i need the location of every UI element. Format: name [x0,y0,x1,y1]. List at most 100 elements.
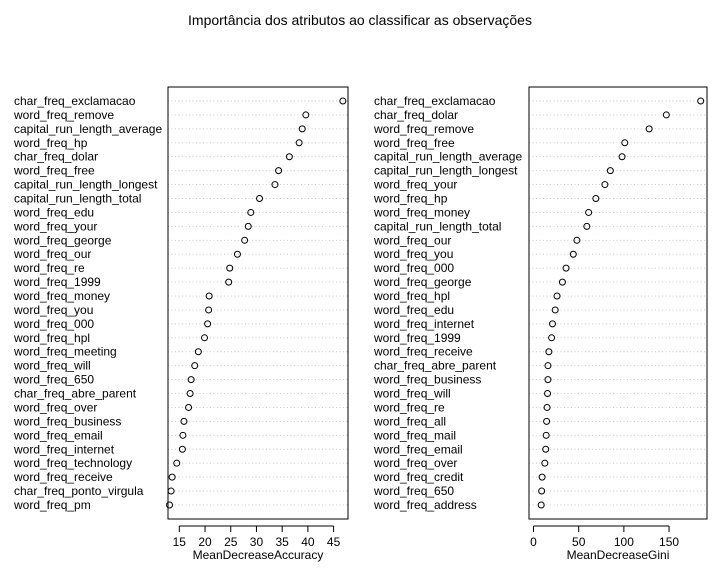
data-point [185,403,193,411]
row-label: capital_run_length_longest [374,164,518,178]
data-point [585,208,593,216]
data-point [544,362,552,370]
data-point [551,306,559,314]
data-point [548,320,556,328]
x-tick-label: 30 [250,535,264,549]
data-point [194,348,202,356]
row-label: word_freq_will [373,387,451,401]
data-point [302,111,310,119]
row-label: word_freq_hpl [373,289,450,303]
row-label: word_freq_address [373,498,477,512]
data-point [256,195,264,203]
row-label: word_freq_1999 [373,331,461,345]
data-point [166,501,174,509]
row-label: word_freq_free [13,164,95,178]
row-label: word_freq_meeting [13,345,117,359]
plot-frame [528,86,708,520]
data-point [191,362,199,370]
row-label: word_freq_internet [373,317,475,331]
data-point [543,417,551,425]
row-label: capital_run_length_longest [14,178,158,192]
row-label: word_freq_remove [13,108,114,122]
x-axis-title: MeanDecreaseAccuracy [193,548,324,562]
data-point [618,153,626,161]
x-tick-label: 15 [173,535,187,549]
data-point [544,376,552,384]
row-label: word_freq_pm [13,498,91,512]
data-point [204,320,212,328]
row-label: word_freq_email [13,428,103,442]
data-point [244,222,252,230]
data-point [241,236,249,244]
row-label: char_freq_ponto_virgula [14,484,144,498]
row-label: char_freq_exclamacao [374,94,496,108]
panel-mean-decrease-accuracy: char_freq_exclamacaoword_freq_removecapi… [13,86,349,562]
row-label: word_freq_george [13,233,112,247]
row-label: char_freq_abre_parent [374,359,497,373]
x-tick-label: 50 [572,535,586,549]
x-tick-label: 25 [224,535,238,549]
data-point [645,125,653,133]
row-label: word_freq_receive [373,345,473,359]
row-label: word_freq_all [373,414,446,428]
row-label: word_freq_edu [13,205,94,219]
data-point [233,250,241,258]
data-point [201,334,209,342]
row-label: word_freq_you [373,247,453,261]
row-label: word_freq_hp [13,136,88,150]
plot-frame [167,86,349,520]
row-label: capital_run_length_average [14,122,162,136]
row-label: char_freq_abre_parent [14,387,137,401]
data-point [697,97,705,105]
x-axis-title: MeanDecreaseGini [567,548,670,562]
data-point [569,250,577,258]
row-label: word_freq_re [13,261,85,275]
x-tick-label: 40 [301,535,315,549]
data-point [583,222,591,230]
data-point [542,431,550,439]
data-point [592,195,600,203]
row-label: word_freq_will [13,359,91,373]
data-point [179,431,187,439]
row-label: word_freq_your [13,219,97,233]
row-label: word_freq_business [373,373,481,387]
row-label: word_freq_remove [373,122,474,136]
row-label: word_freq_our [373,233,451,247]
x-tick-label: 45 [327,535,341,549]
data-point [205,292,213,300]
data-point [558,278,566,286]
row-label: word_freq_technology [13,456,132,470]
x-tick-label: 35 [275,535,289,549]
data-point [544,390,552,398]
row-label: word_freq_you [13,303,93,317]
data-point [537,501,545,509]
row-label: word_freq_re [373,400,445,414]
row-label: word_freq_free [373,136,455,150]
data-point [541,459,549,467]
row-label: word_freq_650 [13,373,94,387]
data-point [662,111,670,119]
x-tick-label: 20 [198,535,212,549]
data-point [168,473,176,481]
data-point [606,167,614,175]
row-label: char_freq_dolar [374,108,458,122]
data-point [542,445,550,453]
data-point [180,417,188,425]
data-point [225,278,233,286]
row-label: word_freq_credit [373,470,464,484]
data-point [538,487,546,495]
row-label: word_freq_money [373,205,470,219]
row-label: word_freq_your [373,178,457,192]
row-label: word_freq_email [373,442,463,456]
x-tick-label: 100 [614,535,634,549]
row-label: word_freq_receive [13,470,113,484]
data-point [173,459,181,467]
data-point [339,97,347,105]
row-label: word_freq_george [373,275,472,289]
x-tick-label: 150 [659,535,679,549]
row-label: word_freq_mail [373,428,456,442]
data-point [548,334,556,342]
row-label: word_freq_money [13,289,110,303]
panel-mean-decrease-gini: char_freq_exclamacaochar_freq_dolarword_… [373,86,708,562]
row-label: word_freq_our [13,247,91,261]
